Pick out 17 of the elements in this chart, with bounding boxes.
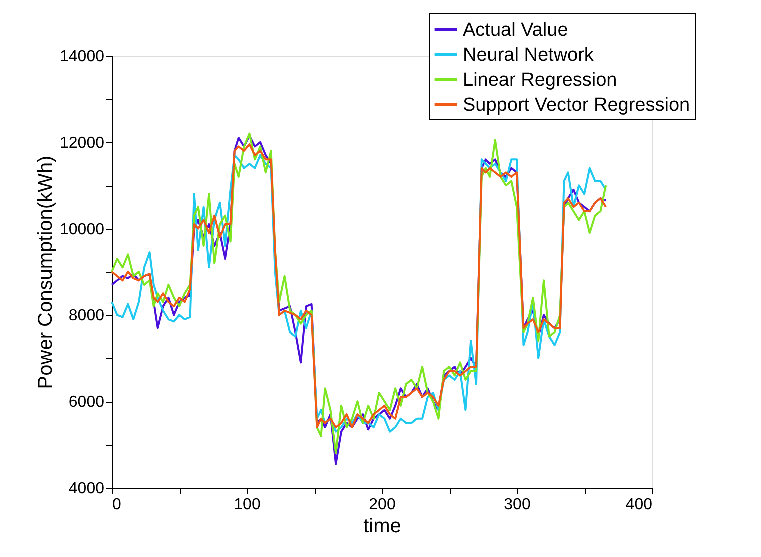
legend-label: Actual Value [463, 20, 568, 41]
y-tick-label: 12000 [60, 134, 105, 152]
y-tick-label: 8000 [68, 308, 105, 325]
y-tick-label: 14000 [60, 48, 105, 66]
y-axis-title: Power Consumption(kWh) [35, 156, 58, 390]
legend-label: Neural Network [463, 45, 594, 66]
x-tick-label: 100 [234, 496, 261, 514]
y-tick-label: 4000 [68, 480, 105, 498]
legend-label: Linear Regression [463, 70, 618, 91]
x-tick-label: 400 [626, 496, 653, 514]
x-tick-label: 300 [504, 496, 531, 514]
y-tick-label: 6000 [68, 394, 105, 412]
x-tick-label: 200 [369, 496, 396, 514]
x-axis-title: time [364, 516, 402, 538]
x-tick-label: 0 [112, 496, 122, 514]
y-tick-label: 10000 [60, 221, 105, 238]
legend-label: Support Vector Regression [463, 95, 690, 116]
